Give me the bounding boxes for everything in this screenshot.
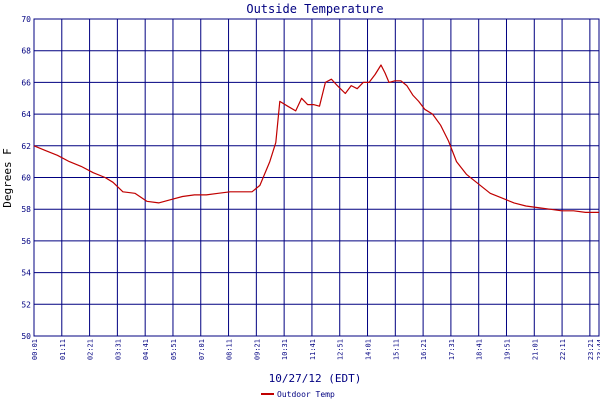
series-line-outdoor-temp bbox=[33, 64, 599, 213]
y-tick-label: 56 bbox=[21, 237, 31, 246]
y-axis-ticks: 50 52 54 56 58 60 62 64 66 68 70 bbox=[21, 15, 31, 341]
y-axis-label: Degrees F bbox=[1, 148, 14, 208]
x-tick-label: 21:01 bbox=[531, 339, 539, 360]
x-tick-label: 14:01 bbox=[365, 339, 373, 360]
chart-title: Outside Temperature bbox=[246, 2, 383, 16]
y-tick-label: 70 bbox=[21, 15, 31, 24]
x-tick-label: 18:41 bbox=[476, 339, 484, 360]
x-tick-label: 22:11 bbox=[559, 339, 567, 360]
y-tick-label: 60 bbox=[21, 174, 31, 183]
x-tick-label: 08:11 bbox=[226, 339, 234, 360]
x-tick-label: 01:11 bbox=[59, 339, 67, 360]
x-tick-label: 02:21 bbox=[87, 339, 95, 360]
x-tick-label: 15:11 bbox=[392, 339, 400, 360]
series-group bbox=[33, 64, 599, 213]
x-tick-label: 23:21 bbox=[587, 339, 595, 360]
x-tick-label: 00:01 bbox=[31, 339, 39, 360]
x-tick-label: 10:31 bbox=[281, 339, 289, 360]
legend-label: Outdoor Temp bbox=[277, 390, 335, 399]
y-tick-label: 52 bbox=[21, 300, 31, 309]
x-tick-label: 17:31 bbox=[448, 339, 456, 360]
y-tick-label: 66 bbox=[21, 78, 31, 87]
y-tick-label: 62 bbox=[21, 142, 31, 151]
x-tick-label: 03:31 bbox=[114, 339, 122, 360]
gridlines bbox=[33, 18, 600, 337]
x-axis-label: 10/27/12 (EDT) bbox=[269, 372, 362, 385]
x-tick-label: 11:41 bbox=[309, 339, 317, 360]
x-tick-label: 16:21 bbox=[420, 339, 428, 360]
x-tick-label: 19:51 bbox=[503, 339, 511, 360]
x-tick-label: 04:41 bbox=[142, 339, 150, 360]
x-axis-ticks: 00:01 01:11 02:21 03:31 04:41 05:51 07:01 08:11… bbox=[31, 339, 600, 360]
y-tick-label: 50 bbox=[21, 332, 31, 341]
x-tick-label: 05:51 bbox=[170, 339, 178, 360]
x-tick-label: 12:51 bbox=[337, 339, 345, 360]
x-tick-label: 09:21 bbox=[253, 339, 261, 360]
x-tick-label: 23:44 bbox=[596, 339, 600, 360]
y-tick-label: 68 bbox=[21, 47, 31, 56]
y-tick-label: 64 bbox=[21, 110, 31, 119]
y-tick-label: 58 bbox=[21, 205, 31, 214]
x-tick-label: 07:01 bbox=[198, 339, 206, 360]
y-tick-label: 54 bbox=[21, 269, 31, 278]
